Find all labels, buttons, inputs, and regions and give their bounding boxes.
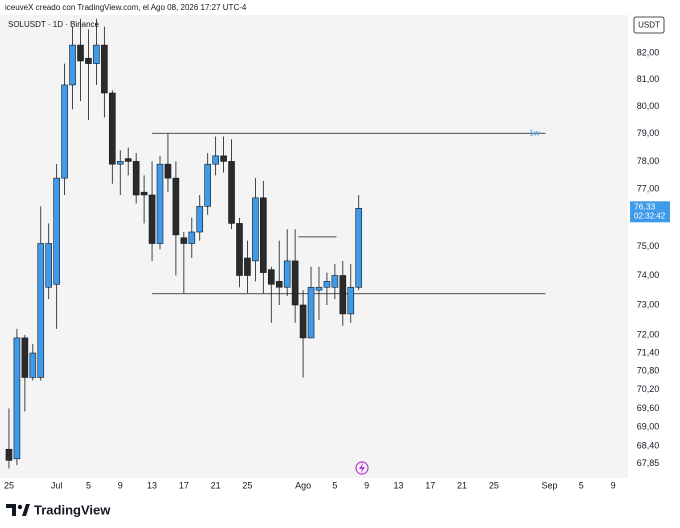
x-tick-label: 9 bbox=[364, 480, 369, 490]
credit: iceuveX creado con TradingView.com, el A… bbox=[5, 3, 247, 12]
candle-body bbox=[109, 92, 116, 165]
candle-body bbox=[85, 57, 92, 64]
brand: TradingView bbox=[34, 502, 111, 517]
y-tick-label: 69,00 bbox=[637, 422, 660, 432]
candle-body bbox=[347, 286, 355, 315]
candle-body bbox=[61, 84, 68, 179]
candle-body bbox=[339, 275, 347, 315]
y-tick-label: 73,00 bbox=[637, 299, 660, 309]
candle-body bbox=[291, 260, 299, 306]
x-tick-label: 25 bbox=[489, 480, 499, 490]
candle-body bbox=[260, 197, 267, 273]
candle-body bbox=[267, 269, 275, 285]
candle-body bbox=[101, 44, 108, 94]
candle-body bbox=[252, 197, 259, 262]
currency: USDT bbox=[638, 21, 660, 30]
candle-body bbox=[13, 337, 21, 460]
y-tick-label: 68,40 bbox=[637, 440, 660, 450]
x-tick-label: 9 bbox=[611, 480, 616, 490]
candle-body bbox=[212, 155, 219, 165]
candle-body bbox=[204, 163, 211, 207]
candle-body bbox=[228, 161, 235, 224]
x-tick-label: 25 bbox=[4, 480, 14, 490]
candle-body bbox=[275, 281, 283, 288]
candle-body bbox=[244, 257, 251, 276]
candle-body bbox=[307, 286, 315, 339]
countdown: 02:32:42 bbox=[634, 211, 666, 220]
logo bbox=[6, 504, 30, 516]
y-tick-label: 70,20 bbox=[637, 384, 660, 394]
candle-body bbox=[188, 231, 196, 244]
last-price-box bbox=[630, 201, 670, 223]
candle-body bbox=[140, 191, 148, 196]
candle-body bbox=[283, 260, 291, 288]
x-tick-label: 21 bbox=[457, 480, 467, 490]
candle-body bbox=[116, 161, 124, 165]
y-tick-label: 82,00 bbox=[637, 47, 660, 57]
candle-body bbox=[21, 337, 29, 378]
x-tick-label: 13 bbox=[147, 480, 157, 490]
candle-body bbox=[45, 243, 53, 288]
candle-body bbox=[93, 44, 100, 64]
candle-body bbox=[331, 275, 339, 288]
candle-body bbox=[29, 352, 37, 378]
x-tick-label: 17 bbox=[425, 480, 435, 490]
x-tick-label: Sep bbox=[541, 480, 557, 490]
event-icon bbox=[355, 461, 369, 475]
candle-body bbox=[236, 223, 243, 276]
candle-body bbox=[220, 155, 227, 162]
candle-body bbox=[180, 237, 188, 244]
y-tick-label: 70,80 bbox=[637, 366, 660, 376]
x-tick-label: Ago bbox=[295, 480, 311, 490]
candle-body bbox=[77, 44, 84, 62]
y-tick-label: 79,00 bbox=[637, 128, 660, 138]
candle-body bbox=[5, 448, 13, 461]
candle-body bbox=[323, 281, 331, 288]
y-tick-label: 71,40 bbox=[637, 347, 660, 357]
candle-body bbox=[315, 286, 323, 291]
currency-box bbox=[633, 16, 665, 34]
candle-body bbox=[355, 208, 363, 288]
x-tick-label: 9 bbox=[118, 480, 123, 490]
candle-body bbox=[69, 44, 76, 86]
y-tick-label: 78,00 bbox=[637, 156, 660, 166]
chart-title: SOLUSDT · 1D · Binance bbox=[8, 20, 100, 29]
x-tick-label: Jul bbox=[51, 480, 63, 490]
x-tick-label: 25 bbox=[242, 480, 252, 490]
y-tick-label: 74,00 bbox=[637, 270, 660, 280]
candle-body bbox=[164, 163, 172, 179]
candle-body bbox=[156, 163, 164, 244]
candle-body bbox=[172, 177, 180, 236]
y-tick-label: 67,85 bbox=[637, 458, 660, 468]
candle-body bbox=[132, 161, 140, 196]
x-tick-label: 5 bbox=[579, 480, 584, 490]
last-price: 76,33 bbox=[634, 202, 656, 212]
level-label: 1w bbox=[529, 128, 539, 137]
y-tick-label: 77,00 bbox=[637, 184, 660, 194]
y-tick-label: 81,00 bbox=[637, 74, 660, 84]
candle-body bbox=[196, 206, 204, 233]
candle-body bbox=[53, 177, 60, 285]
x-tick-label: 21 bbox=[211, 480, 221, 490]
x-tick-label: 17 bbox=[179, 480, 189, 490]
plot-area bbox=[0, 15, 628, 478]
x-tick-label: 5 bbox=[86, 480, 91, 490]
x-tick-label: 5 bbox=[332, 480, 337, 490]
candle-body bbox=[37, 243, 45, 378]
candle-body bbox=[124, 158, 132, 162]
y-tick-label: 72,00 bbox=[637, 329, 660, 339]
candle-body bbox=[299, 304, 307, 339]
y-tick-label: 69,60 bbox=[637, 403, 660, 413]
x-tick-label: 13 bbox=[393, 480, 403, 490]
candle-body bbox=[148, 194, 156, 244]
y-tick-label: 75,00 bbox=[637, 241, 660, 251]
y-tick-label: 80,00 bbox=[637, 101, 660, 111]
